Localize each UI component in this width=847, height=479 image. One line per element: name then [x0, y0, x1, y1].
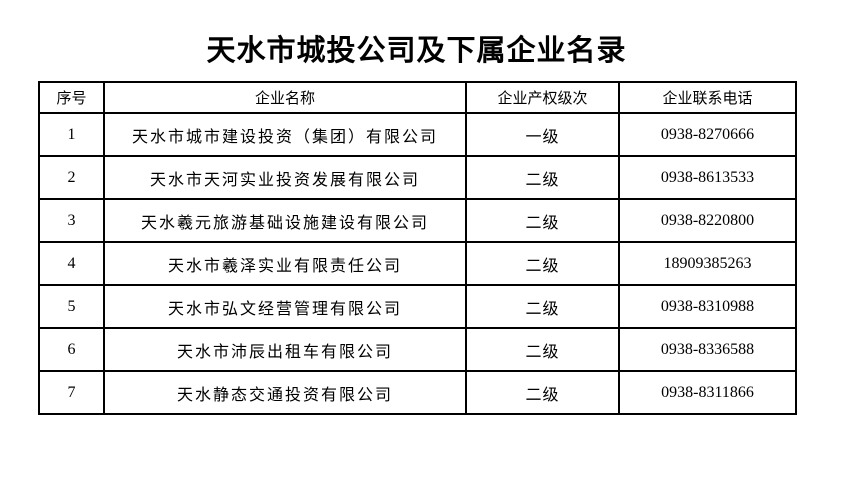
cell-level: 二级	[465, 327, 620, 372]
table-row: 1 天水市城市建设投资（集团）有限公司 一级 0938-8270666	[38, 112, 797, 157]
enterprise-table: 序号 企业名称 企业产权级次 企业联系电话 1 天水市城市建设投资（集团）有限公…	[38, 81, 797, 415]
header-level: 企业产权级次	[465, 81, 620, 114]
table-row: 5 天水市弘文经营管理有限公司 二级 0938-8310988	[38, 284, 797, 329]
table-header-row: 序号 企业名称 企业产权级次 企业联系电话	[38, 81, 797, 114]
cell-index: 1	[38, 112, 105, 157]
cell-index: 2	[38, 155, 105, 200]
cell-name: 天水市羲泽实业有限责任公司	[103, 241, 467, 286]
table-row: 4 天水市羲泽实业有限责任公司 二级 18909385263	[38, 241, 797, 286]
cell-level: 二级	[465, 241, 620, 286]
cell-level: 二级	[465, 198, 620, 243]
cell-name: 天水市弘文经营管理有限公司	[103, 284, 467, 329]
cell-index: 7	[38, 370, 105, 415]
cell-phone: 0938-8311866	[618, 370, 797, 415]
page-title: 天水市城投公司及下属企业名录	[206, 35, 627, 67]
cell-index: 3	[38, 198, 105, 243]
cell-phone: 18909385263	[618, 241, 797, 286]
cell-level: 二级	[465, 370, 620, 415]
cell-level: 二级	[465, 284, 620, 329]
header-name: 企业名称	[103, 81, 467, 114]
cell-phone: 0938-8336588	[618, 327, 797, 372]
cell-phone: 0938-8310988	[618, 284, 797, 329]
cell-index: 6	[38, 327, 105, 372]
cell-level: 一级	[465, 112, 620, 157]
cell-name: 天水市城市建设投资（集团）有限公司	[103, 112, 467, 157]
cell-name: 天水市天河实业投资发展有限公司	[103, 155, 467, 200]
cell-phone: 0938-8270666	[618, 112, 797, 157]
cell-phone: 0938-8220800	[618, 198, 797, 243]
cell-name: 天水静态交通投资有限公司	[103, 370, 467, 415]
cell-level: 二级	[465, 155, 620, 200]
header-index: 序号	[38, 81, 105, 114]
cell-phone: 0938-8613533	[618, 155, 797, 200]
cell-index: 4	[38, 241, 105, 286]
cell-name: 天水市沛辰出租车有限公司	[103, 327, 467, 372]
table-row: 2 天水市天河实业投资发展有限公司 二级 0938-8613533	[38, 155, 797, 200]
cell-name: 天水羲元旅游基础设施建设有限公司	[103, 198, 467, 243]
table-row: 3 天水羲元旅游基础设施建设有限公司 二级 0938-8220800	[38, 198, 797, 243]
cell-index: 5	[38, 284, 105, 329]
table-row: 6 天水市沛辰出租车有限公司 二级 0938-8336588	[38, 327, 797, 372]
table-row: 7 天水静态交通投资有限公司 二级 0938-8311866	[38, 370, 797, 415]
header-phone: 企业联系电话	[618, 81, 797, 114]
